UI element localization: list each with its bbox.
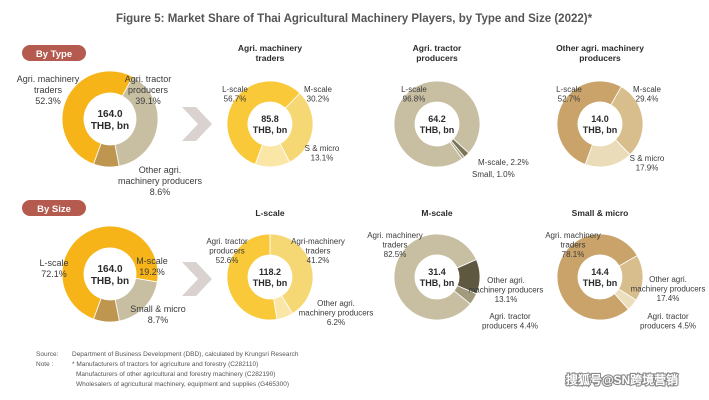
slice-label: M-scale 30.2% (304, 85, 333, 104)
slice-label: Agri. tractor producers 4.4% (482, 312, 538, 331)
donut-hole (84, 248, 136, 300)
chevron-arrow-icon (182, 262, 212, 296)
chart-header: L-scale (255, 208, 285, 218)
donut-m-scale: 31.4 THB, bn M-scale Other agri. machinery p… (367, 208, 543, 331)
slice-label: L-scale 52.7% (556, 85, 582, 104)
slice-label: Agri. tractor producers 52.6% (206, 237, 248, 265)
by-type-label: By Type (36, 49, 72, 60)
note-label: Note : (36, 361, 54, 368)
slice-label: Agri. tractor producers 39.1% (125, 74, 172, 106)
figure-title: Figure 5: Market Share of Thai Agricultu… (116, 13, 593, 25)
donut-agri-machinery-traders: 85.8 THB, bn Agri. machinery traders L-scale… (222, 43, 340, 168)
center-total-label: 164.0 THB, bn (91, 109, 129, 132)
slice-label: Agri. machinery traders 82.5% (367, 231, 423, 259)
center-total-label: 85.8 THB, bn (253, 114, 288, 135)
slice-label: Agri. machinery traders 78.1% (545, 231, 601, 259)
donut-by-type: 164.0 THB, bn Agri. machinery traders 52.3% A… (17, 70, 203, 197)
slice-label: M-scale 29.4% (633, 85, 662, 104)
center-total-label: 164.0 THB, bn (91, 264, 129, 287)
center-total-label: 31.4 THB, bn (420, 267, 455, 288)
donut-hole (84, 93, 136, 145)
slice-label: L-scale 72.1% (39, 258, 68, 279)
section-by-type: By Type (22, 45, 86, 61)
donut-agri-tractor-producers: 64.2 THB, bn Agri. tractor producers L-scale… (393, 43, 529, 179)
donut-hole (578, 102, 622, 146)
donut-hole (415, 102, 459, 146)
slice-label: S & micro 17.9% (630, 154, 665, 173)
by-size-label: By Size (37, 204, 71, 215)
note-line: Wholesalers of agricultural machinery, e… (76, 381, 289, 388)
watermark-text: 搜狐号@SN跨境营销 (566, 372, 678, 387)
donut-hole (248, 102, 292, 146)
slice-label: Small, 1.0% (472, 170, 515, 179)
donut-other-agri-producers: 14.0 THB, bn Other agri. machinery producer… (556, 43, 665, 173)
slice-label: Other agri. machinery producers 17.4% (631, 275, 706, 303)
note-line: * Manufacturers of tractors for agricult… (72, 361, 258, 368)
center-total-label: 64.2 THB, bn (420, 114, 455, 135)
slice-label: Agri. tractor producers 4.5% (640, 312, 696, 331)
by-size-pill (22, 200, 86, 216)
slice-label: M-scale 19.2% (136, 256, 168, 277)
donut-slice-agri-machinery-traders (269, 233, 314, 315)
slice-label: S & micro 13.1% (305, 144, 340, 163)
slice-label: Small & micro 8.7% (130, 304, 186, 325)
slice-label: Agri. machinery traders 52.3% (17, 74, 80, 106)
chart-header: M-scale (421, 208, 452, 218)
slice-label: Other agri. machinery producers 13.1% (469, 276, 544, 304)
slice-label: L-scale 56.7% (222, 85, 248, 104)
chart-header: Agri. tractor producers (413, 43, 462, 63)
donut-hole (415, 255, 459, 299)
slice-label: Agri-machinery traders 41.2% (291, 237, 345, 265)
donut-hole (248, 255, 292, 299)
donut-hole (578, 255, 622, 299)
chevron-arrow-icon (182, 107, 212, 141)
center-total-label: 14.0 THB, bn (583, 114, 618, 135)
chart-header: Small & micro (572, 208, 629, 218)
chart-header: Agri. machinery traders (238, 43, 303, 63)
center-total-label: 118.2 THB, bn (253, 267, 288, 288)
by-type-pill (22, 45, 86, 61)
chart-header: Other agri. machinery producers (556, 43, 644, 63)
source-text: Department of Business Development (DBD)… (72, 351, 299, 358)
donut-small-micro: 14.4 THB, bn Small & micro Other agri. machi… (545, 208, 705, 331)
center-total-label: 14.4 THB, bn (583, 267, 618, 288)
donut-l-scale: 118.2 THB, bn L-scale Agri-machinery traders… (206, 208, 373, 327)
slice-label: Other agri. machinery producers 8.6% (118, 165, 203, 197)
donut-by-size: 164.0 THB, bn L-scale 72.1% M-scale 19.2% Smal… (39, 225, 186, 325)
note-line: Manufacturers of other agricultural and … (76, 371, 275, 378)
footer: Source: Department of Business Developme… (36, 351, 299, 388)
slice-label: M-scale, 2.2% (478, 158, 529, 167)
slice-label: L-scale 96.8% (401, 85, 427, 104)
slice-label: Other agri. machinery producers 6.2% (299, 299, 374, 327)
section-by-size: By Size (22, 200, 86, 216)
source-label: Source: (36, 351, 59, 358)
